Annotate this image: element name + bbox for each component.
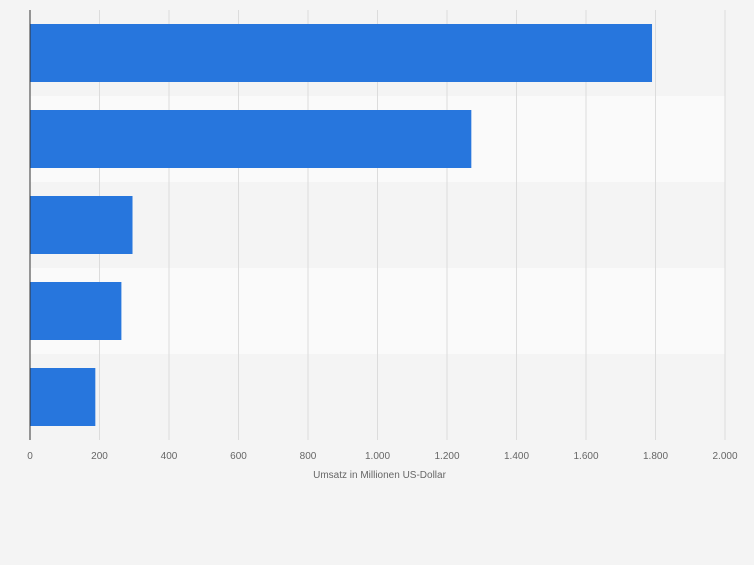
bar[interactable]	[30, 368, 96, 426]
x-tick-label: 1.400	[504, 451, 529, 462]
x-tick-label: 400	[161, 451, 178, 462]
x-tick-label: 1.200	[434, 451, 459, 462]
x-tick-label: 200	[91, 451, 108, 462]
bars	[30, 24, 653, 426]
x-tick-label: 800	[300, 451, 317, 462]
bar[interactable]	[30, 110, 472, 168]
x-tick-label: 1.600	[573, 451, 598, 462]
x-tick-label: 2.000	[712, 451, 737, 462]
x-tick-label: 1.000	[365, 451, 390, 462]
x-tick-label: 600	[230, 451, 247, 462]
x-tick-label: 1.800	[643, 451, 668, 462]
bar[interactable]	[30, 196, 133, 254]
x-tick-label: 0	[27, 451, 33, 462]
x-axis-ticks: 0 200 400 600 800 1.000 1.200 1.400 1.600 1.800 2.…	[27, 451, 738, 462]
bar[interactable]	[30, 24, 653, 82]
bar[interactable]	[30, 282, 122, 340]
x-axis-title: Umsatz in Millionen US-Dollar	[313, 470, 446, 481]
